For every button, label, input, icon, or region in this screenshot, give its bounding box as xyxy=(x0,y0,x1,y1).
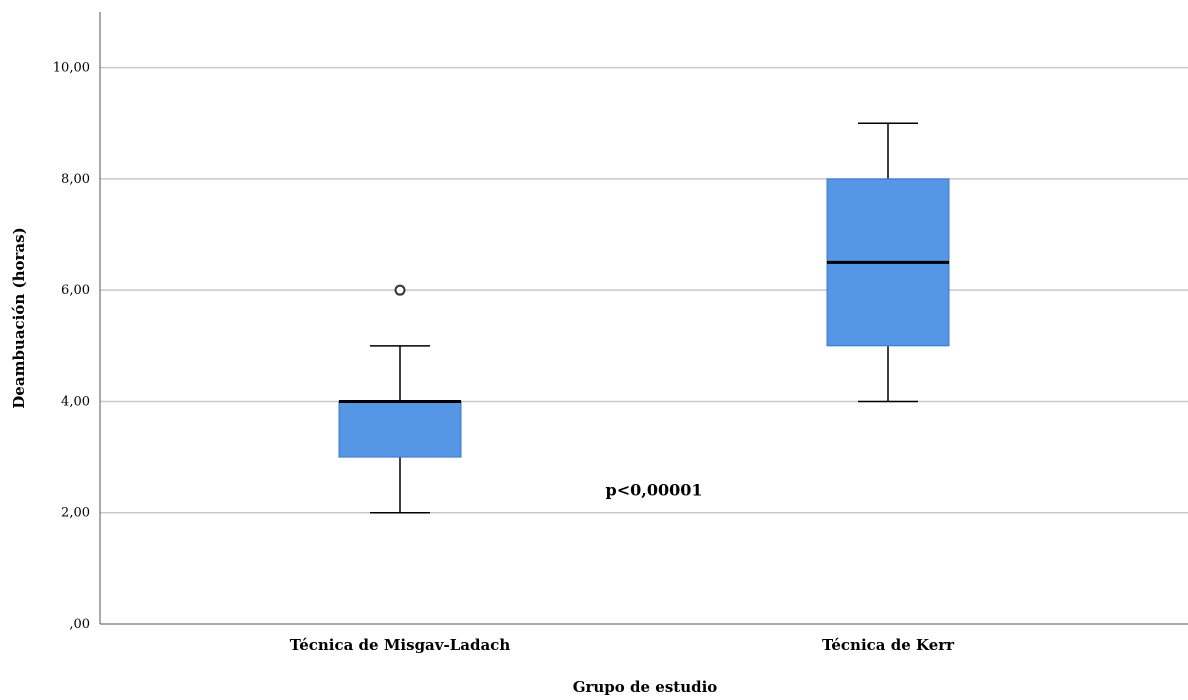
box-iqr xyxy=(338,400,462,458)
y-tick-label: 8,00 xyxy=(61,172,90,187)
x-category-labels: Técnica de Misgav-Ladach Técnica de Kerr xyxy=(290,636,955,654)
p-value-annotation: p<0,00001 xyxy=(606,480,703,499)
x-category-label: Técnica de Kerr xyxy=(822,636,955,654)
annotations: p<0,00001 xyxy=(606,480,703,499)
x-axis-title: Grupo de estudio xyxy=(573,678,718,696)
y-tick-label: ,00 xyxy=(69,617,90,632)
boxes xyxy=(338,122,950,514)
y-axis-title: Deambuación (horas) xyxy=(10,227,28,408)
y-tick-label: 2,00 xyxy=(61,506,90,521)
axes xyxy=(99,12,1188,625)
y-tick-label: 10,00 xyxy=(53,61,90,76)
gridlines xyxy=(100,66,1188,514)
outlier-point xyxy=(394,284,406,296)
x-category-label: Técnica de Misgav-Ladach xyxy=(290,636,511,654)
box-group xyxy=(826,122,950,403)
y-tick-label: 4,00 xyxy=(61,394,90,409)
y-tick-label: 6,00 xyxy=(61,283,90,298)
box-group xyxy=(338,284,462,514)
y-tick-labels: ,00 2,00 4,00 6,00 8,00 10,00 xyxy=(53,61,90,632)
